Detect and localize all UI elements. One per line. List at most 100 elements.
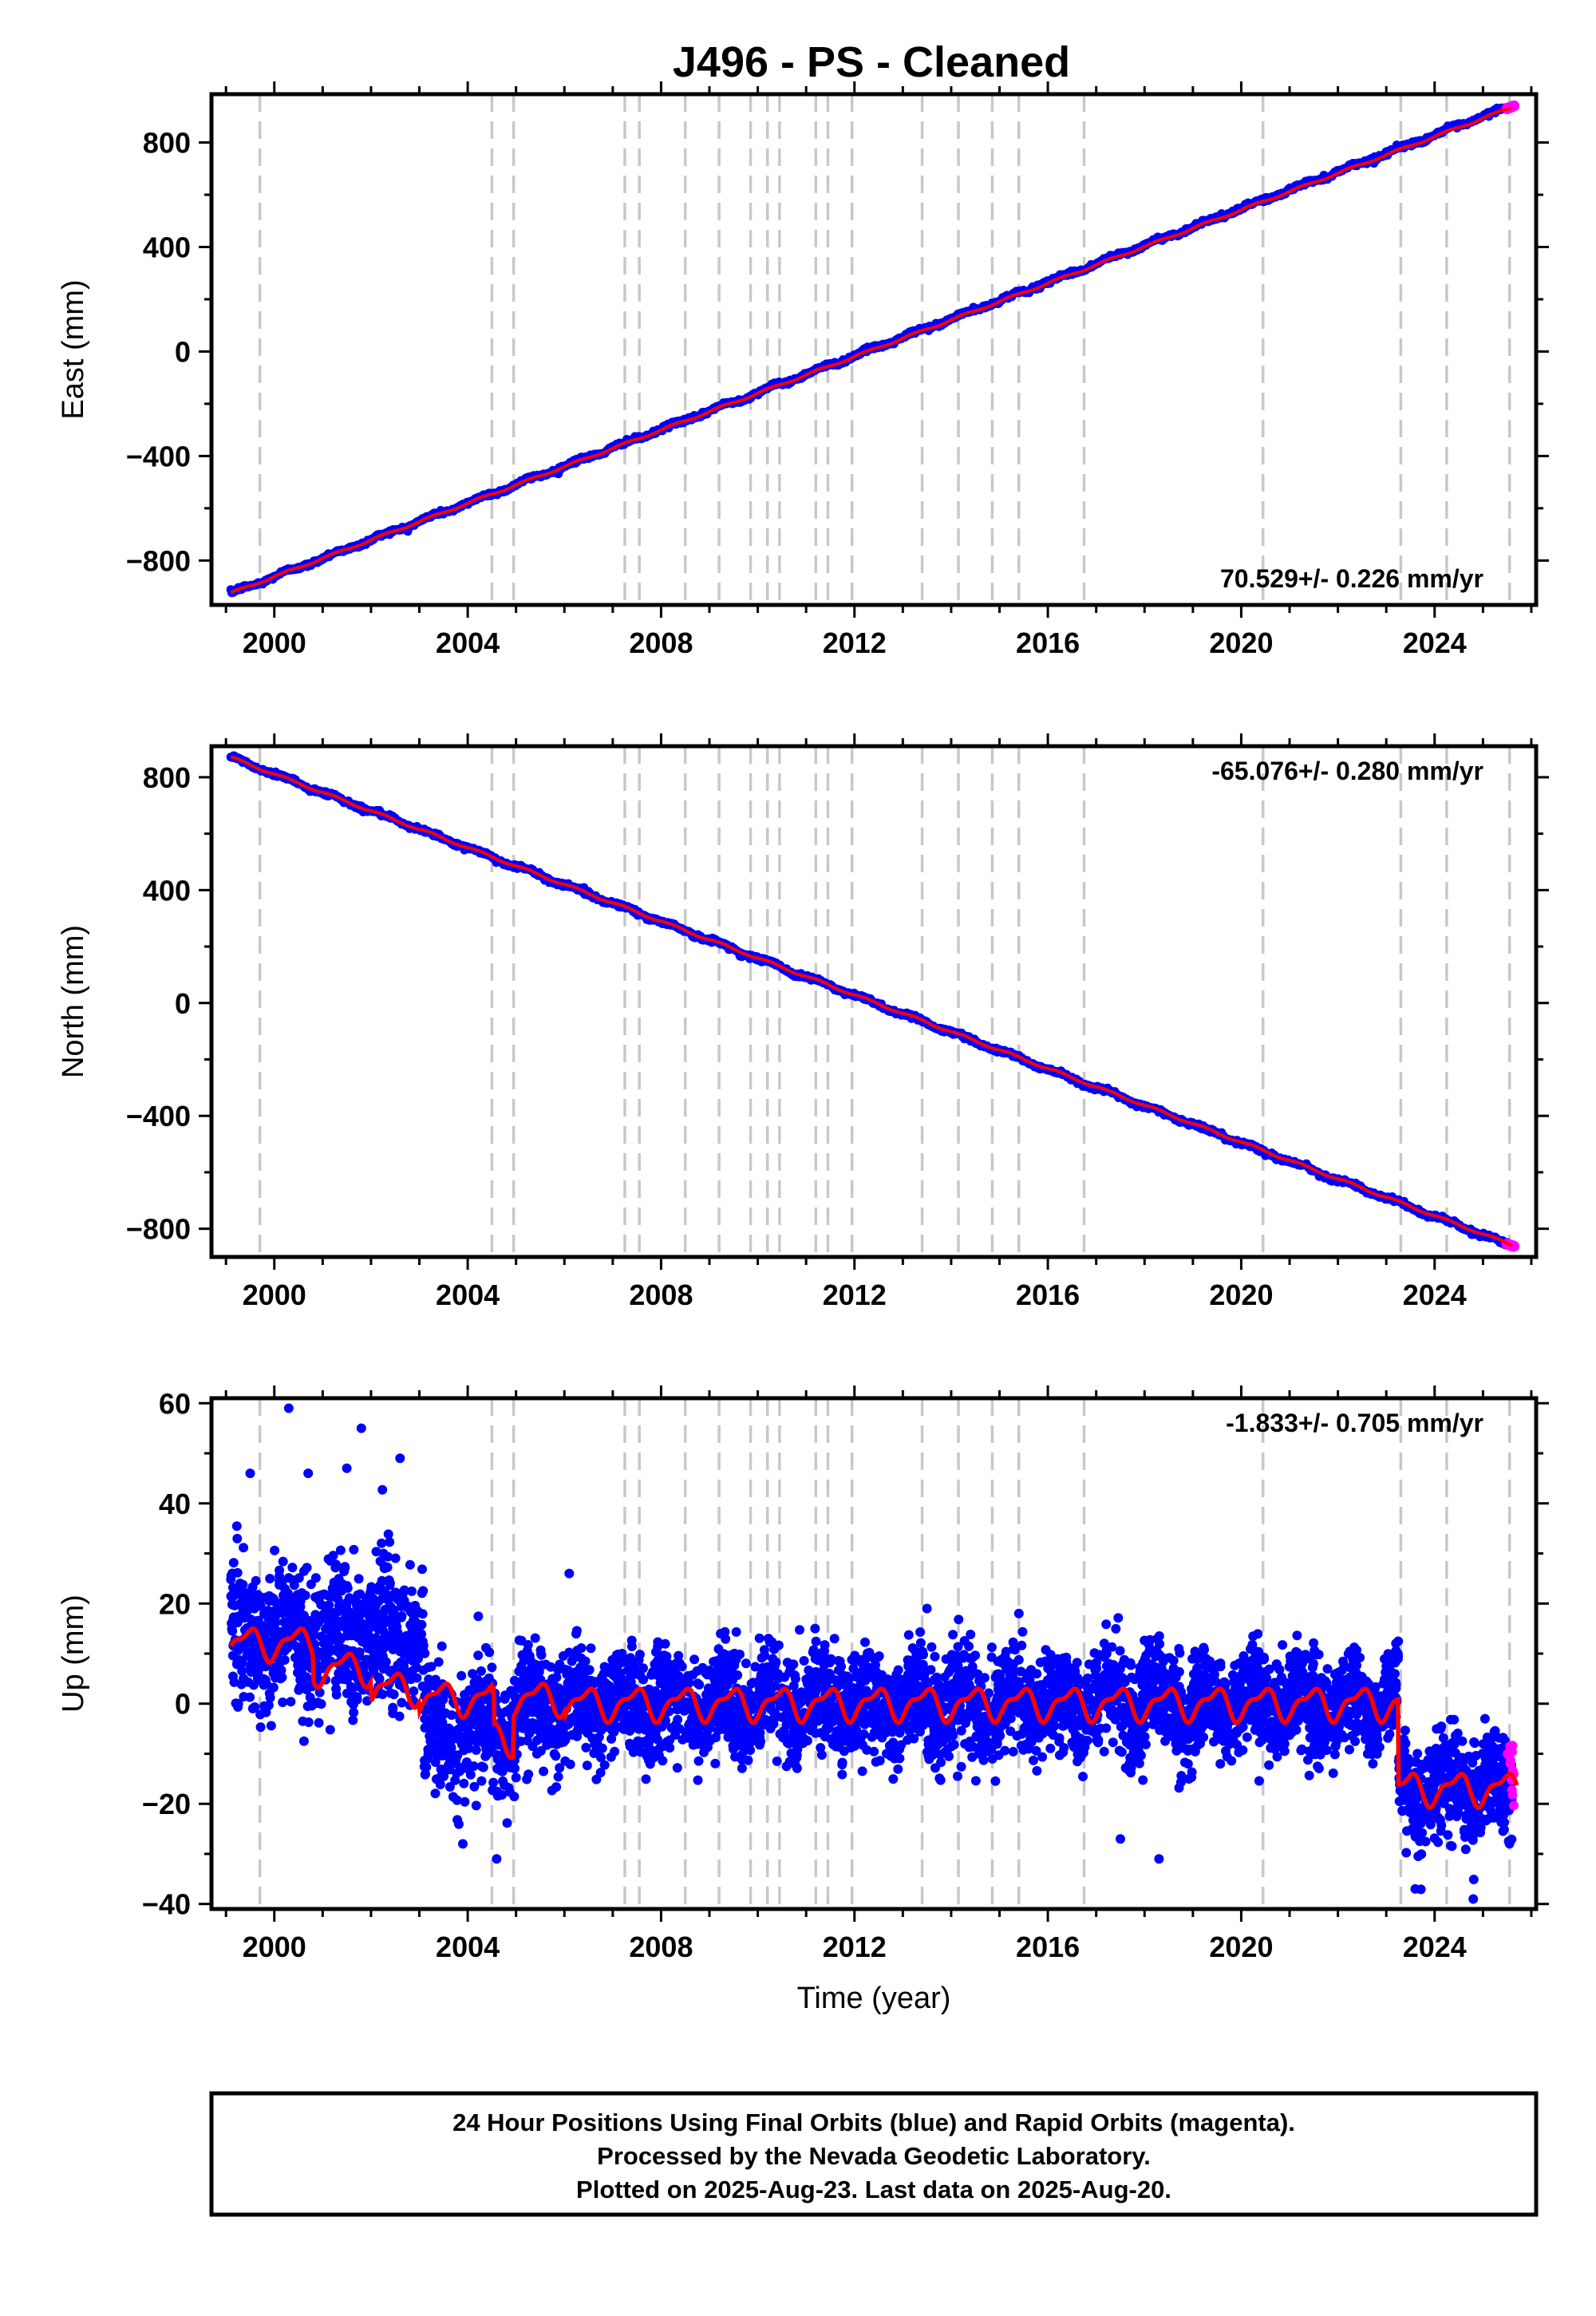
final-orbit-point [362,1592,373,1603]
final-orbit-point [234,1655,244,1665]
final-orbit-point [511,1773,521,1783]
final-orbit-point [492,1764,503,1774]
final-orbit-point [314,1717,324,1728]
final-orbit-point [236,1679,247,1690]
final-orbit-point [426,1719,437,1729]
final-orbit-point [409,1686,419,1697]
final-orbit-point [481,1642,491,1653]
final-orbit-point [325,1619,335,1630]
final-orbit-point [386,1603,397,1613]
final-orbit-point [298,1716,308,1726]
final-orbit-point [314,1614,325,1623]
final-orbit-point [368,1646,377,1656]
final-orbit-point [232,1533,243,1543]
final-orbit-point [250,1702,260,1712]
final-orbit-point [448,1792,458,1802]
final-orbit-point [415,1621,425,1631]
x-tick-label: 2004 [436,1279,500,1311]
final-orbit-point [271,1630,282,1641]
x-tick-label: 2008 [629,1279,693,1311]
plot-frame [209,92,1539,607]
final-orbit-point [355,1589,365,1599]
final-orbit-point [349,1707,359,1717]
final-orbit-point [278,1556,288,1567]
final-orbit-point [390,1553,401,1563]
final-orbit-point [373,1585,384,1595]
final-orbit-point [398,1649,409,1659]
final-orbit-point [328,1630,338,1640]
final-orbit-point [417,1564,427,1575]
final-orbit-point [276,1577,286,1587]
final-orbit-point [240,1640,251,1650]
final-orbit-point [437,1641,447,1651]
final-orbit-point [487,1662,497,1673]
final-orbit-point [737,1763,747,1773]
final-orbit-point [370,1600,381,1611]
final-orbit-point [448,1755,459,1765]
final-orbit-point [434,1724,444,1733]
final-orbit-point [372,1658,382,1668]
final-orbit-point [473,1611,484,1622]
final-orbit-point [459,1700,469,1710]
final-orbit-point [397,1697,407,1708]
final-orbit-point [325,1646,335,1657]
final-orbit-point [325,1725,335,1735]
final-orbit-point [253,1590,263,1600]
final-orbit-point [407,1646,417,1657]
plot-frame [209,744,1539,1259]
final-orbit-point [429,1681,439,1691]
final-orbit-point [469,1781,480,1792]
final-orbit-point [476,1776,487,1786]
final-orbit-point [430,1740,440,1750]
final-orbit-point [504,1783,514,1793]
final-orbit-point [346,1697,357,1707]
final-orbit-point [383,1529,393,1539]
final-orbit-point [396,1601,406,1611]
final-orbit-point [237,1666,247,1676]
model-line [230,106,1513,595]
x-tick-label: 2008 [629,626,693,659]
final-orbit-point [255,1722,266,1733]
y-tick-label: 800 [143,761,191,794]
final-orbit-point [253,1615,263,1626]
final-orbit-point [423,1749,433,1760]
final-orbit-point [256,1657,267,1667]
final-orbit-point [334,1668,344,1678]
final-orbit-point [385,1537,395,1547]
final-orbit-point [456,1670,467,1681]
final-orbit-point [302,1563,312,1573]
final-orbit-point [233,1698,243,1709]
final-orbit-point [420,1648,430,1658]
final-orbit-point [251,1575,261,1586]
final-orbit-point [282,1643,293,1654]
final-orbit-point [277,1672,287,1682]
y-tick-label: 800 [143,127,191,160]
final-orbit-point [287,1563,298,1573]
final-orbit-point [444,1765,455,1775]
north-data [226,751,1520,1252]
final-orbit-point [354,1574,364,1584]
final-orbit-point [460,1690,470,1700]
final-orbit-point [1111,1623,1121,1634]
final-orbit-point [365,1654,375,1665]
final-orbit-point [436,1716,446,1726]
final-orbit-point [335,1545,346,1555]
final-orbit-point [419,1761,429,1772]
final-orbit-point [480,1729,490,1739]
final-orbit-point [330,1581,340,1591]
final-orbit-point [317,1649,327,1659]
final-orbit-point [323,1554,334,1564]
final-orbit-point [450,1775,460,1785]
final-orbit-point [286,1697,296,1707]
final-orbit-point [436,1772,446,1782]
final-orbit-point [316,1599,326,1610]
final-orbit-point [294,1573,304,1583]
final-orbit-point [430,1757,440,1767]
final-orbit-point [228,1558,239,1568]
final-orbit-point [498,1776,508,1786]
final-orbit-point [377,1651,388,1662]
final-orbit-point [438,1694,448,1705]
x-tick-label: 2012 [823,1279,887,1311]
